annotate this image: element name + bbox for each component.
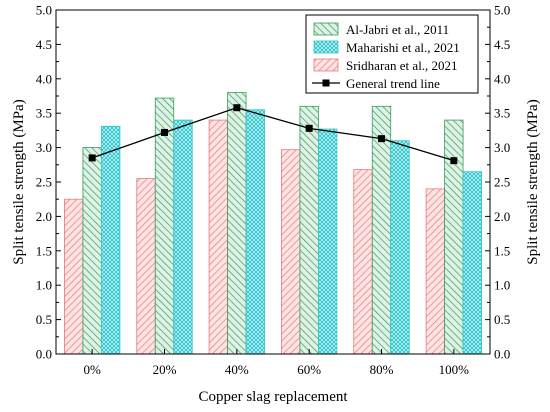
bar-maharishi-60pct [318,128,338,355]
legend-swatch [313,40,339,54]
bar-al-jabri-0pct [82,147,102,355]
trend-point-20pct [161,128,168,136]
bar-sridharan-60pct [281,149,301,355]
bar-maharishi-80pct [390,140,410,355]
bar-maharishi-0pct [101,125,121,355]
left-tick-label: 4.5 [36,37,52,52]
left-tick-label: 1.0 [36,278,52,293]
left-tick-label: 3.5 [36,106,52,121]
x-tick-label: 0% [83,362,101,377]
trend-layer [88,104,458,165]
legend-label: Maharishi et al., 2021 [346,40,460,55]
y-axis-title-left: Split tensile strength (MPa) [11,99,27,264]
right-tick-label: 4.0 [494,71,510,86]
right-tick-label: 0.5 [494,312,510,327]
left-tick-label: 4.0 [36,71,52,86]
bar-maharishi-20pct [173,119,193,355]
right-tick-label: 1.5 [494,243,510,258]
left-tick-label: 2.5 [36,175,52,190]
legend-label: Sridharan et al., 2021 [346,58,458,73]
bar-al-jabri-20pct [154,97,175,355]
right-tick-label: 4.5 [494,37,510,52]
legend-trend-marker [322,79,330,87]
bar-al-jabri-100pct [444,119,464,355]
x-tick-label: 60% [297,362,321,377]
x-tick-label: 100% [439,362,470,377]
right-tick-label: 0.0 [494,347,510,362]
right-tick-label: 3.0 [494,140,510,155]
right-tick-label: 2.0 [494,209,510,224]
left-tick-label: 2.0 [36,209,52,224]
legend-swatch [313,22,339,36]
left-tick-label: 5.0 [36,3,52,18]
right-tick-label: 5.0 [494,3,510,18]
left-tick-label: 0.0 [36,347,52,362]
trend-point-40pct [233,104,241,112]
bar-maharishi-40pct [245,109,265,355]
left-axis: 0.0 0.5 1.0 1.5 2.0 2.5 3.0 3.5 4.0 4.5 5.0 [36,3,61,362]
x-axis-title: Copper slag replacement [198,389,348,405]
left-tick-label: 3.0 [36,140,52,155]
bar-sridharan-100pct [425,188,445,355]
legend-label: Al-Jabri et al., 2011 [346,22,449,37]
bar-sridharan-20pct [136,178,156,355]
bar-maharishi-100pct [462,171,482,355]
bar-sridharan-0pct [64,198,84,355]
x-tick-label: 20% [153,362,177,377]
legend-swatch [313,58,339,72]
right-tick-label: 1.0 [494,278,510,293]
bars-layer [64,92,482,355]
x-tick-label: 80% [370,362,394,377]
trend-point-80pct [378,135,385,143]
trend-point-0pct [88,154,96,162]
bar-al-jabri-40pct [227,92,247,355]
x-axis: 0% 20% 40% 60% 80% 100% [83,349,469,377]
bar-sridharan-80pct [353,169,373,355]
left-tick-label: 0.5 [36,312,52,327]
bar-al-jabri-80pct [371,105,392,355]
y-axis-title-right: Split tensile strength (MPa) [525,99,541,264]
right-axis: 0.0 0.5 1.0 1.5 2.0 2.5 3.0 3.5 4.0 4.5 5.0 [485,3,510,362]
x-tick-label: 40% [225,362,249,377]
bar-sridharan-40pct [208,119,228,355]
right-tick-label: 2.5 [494,175,510,190]
trend-point-60pct [305,124,313,132]
right-tick-label: 3.5 [494,106,510,121]
legend-label: General trend line [346,76,440,91]
legend: Al-Jabri et al., 2011 Maharishi et al., 2… [305,14,479,94]
trend-point-100pct [450,157,458,165]
bar-al-jabri-60pct [299,105,319,355]
left-tick-label: 1.5 [36,243,52,258]
trend-line [91,107,455,162]
